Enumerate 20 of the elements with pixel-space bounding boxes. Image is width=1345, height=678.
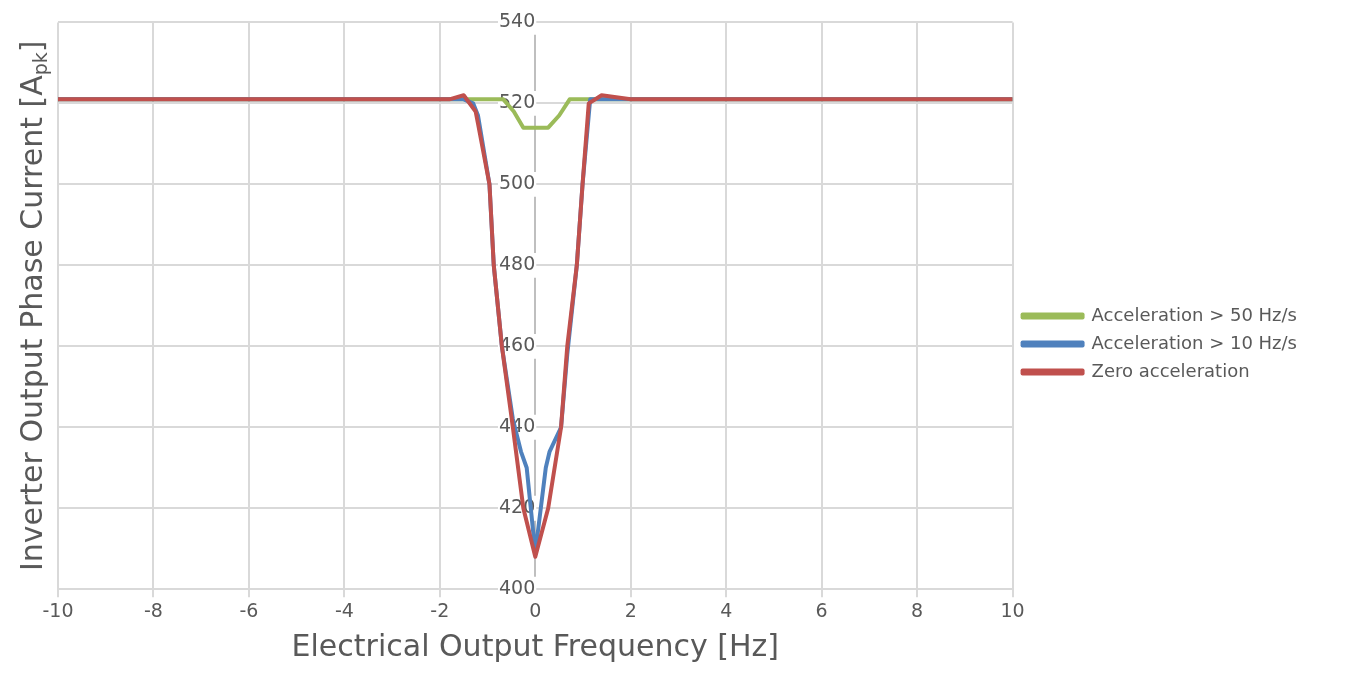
x-tick-label: 2 (624, 598, 637, 621)
x-tick-label: -4 (334, 598, 354, 621)
y-tick-label: 480 (499, 252, 536, 275)
x-tick-label: 4 (720, 598, 733, 621)
x-tick-label: 6 (815, 598, 828, 621)
x-axis-title: Electrical Output Frequency [Hz] (291, 627, 779, 663)
y-axis-title: Inverter Output Phase Current [Apk] (13, 40, 51, 572)
legend-label: Zero acceleration (1091, 359, 1250, 381)
x-tick-label: 10 (1000, 598, 1025, 621)
y-tick-label: 540 (499, 9, 536, 32)
y-tick-label: 400 (499, 576, 536, 599)
x-tick-label: -2 (430, 598, 450, 621)
x-tick-label: -10 (42, 598, 74, 621)
legend-label: Acceleration > 10 Hz/s (1091, 331, 1298, 353)
legend-label: Acceleration > 50 Hz/s (1091, 303, 1298, 325)
y-tick-label: 500 (499, 171, 536, 194)
x-tick-label: 0 (529, 598, 542, 621)
x-tick-label: 8 (911, 598, 924, 621)
x-tick-label: -8 (143, 598, 163, 621)
x-tick-label: -6 (239, 598, 259, 621)
